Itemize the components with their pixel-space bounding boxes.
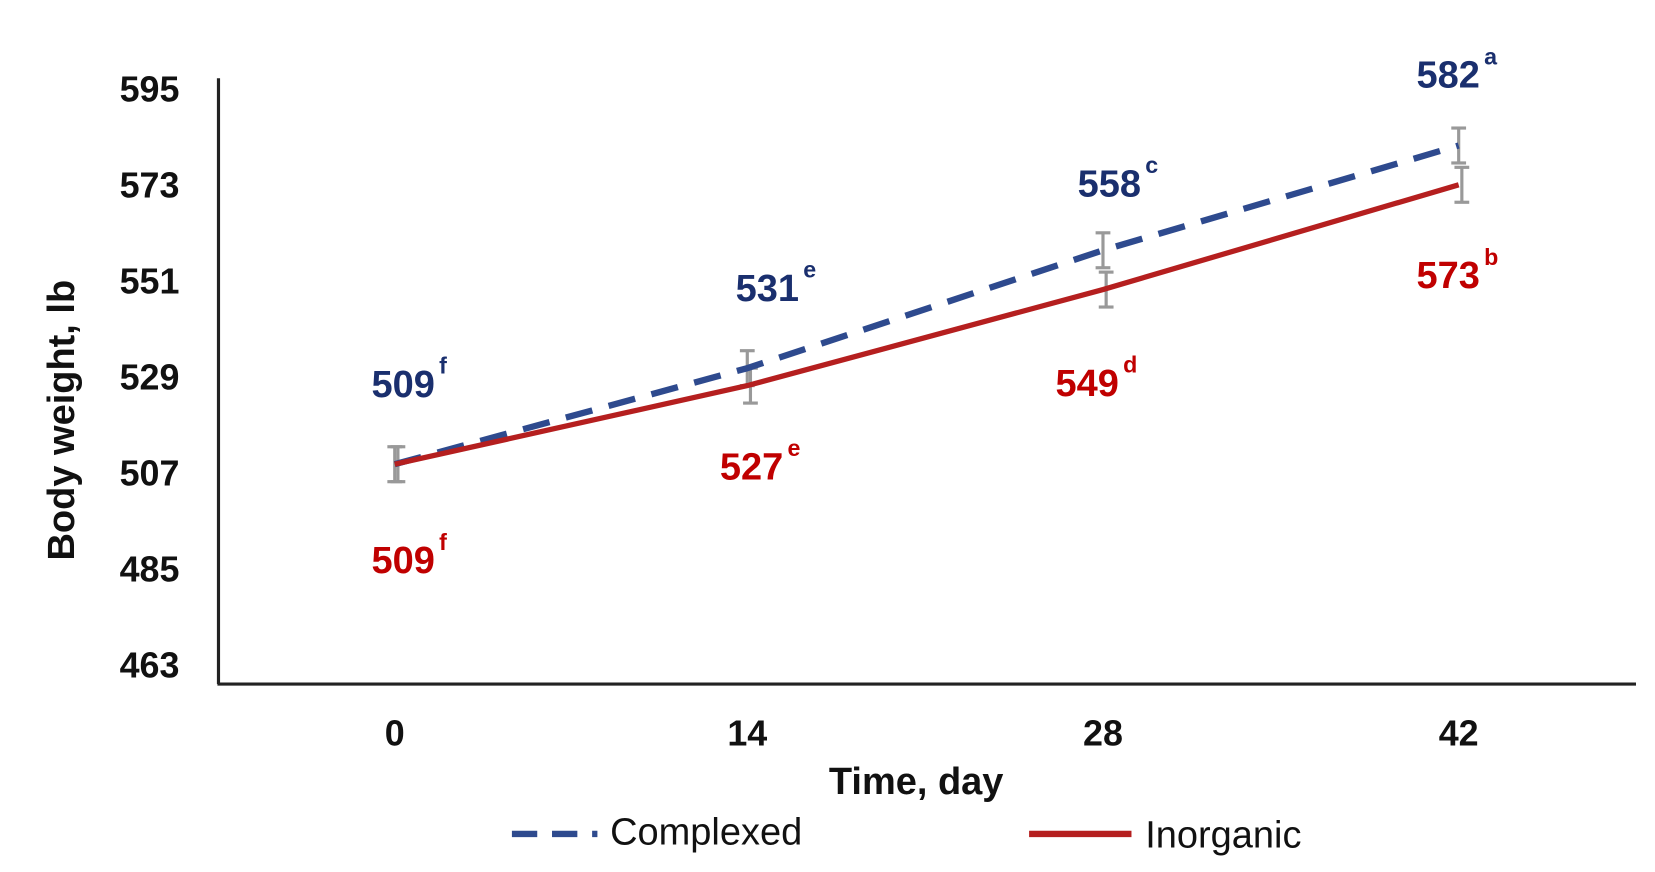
y-tick-label: 595 [120, 69, 180, 109]
data-label-letter: f [439, 353, 447, 379]
data-label: 509 f [372, 353, 448, 406]
data-label: 509 f [372, 529, 448, 582]
data-label-value: 509 [372, 540, 435, 582]
data-label-letter: e [803, 257, 816, 283]
data-label-value: 509 [372, 364, 435, 406]
data-label-value: 558 [1078, 163, 1141, 205]
data-label-letter: a [1484, 43, 1498, 69]
series-lines [393, 142, 1460, 468]
data-label-letter: f [439, 529, 447, 555]
x-tick-label: 28 [1083, 713, 1123, 753]
y-tick-label: 485 [120, 550, 180, 590]
x-tick-label: 0 [385, 713, 405, 753]
data-label: 582 a [1416, 43, 1498, 96]
legend-label-inorganic: Inorganic [1145, 815, 1301, 857]
data-label-letter: c [1145, 152, 1158, 178]
y-tick-label: 507 [120, 454, 180, 494]
y-tick-labels: 463 485 507 529 551 573 595 [120, 69, 180, 685]
series-line-inorganic [394, 182, 1460, 467]
x-axis-title: Time, day [829, 761, 1004, 803]
data-label: 527 e [720, 435, 801, 488]
data-label: 573 b [1416, 244, 1498, 297]
data-label-letter: d [1123, 352, 1137, 378]
data-label-value: 527 [720, 446, 783, 488]
y-tick-label: 551 [120, 262, 180, 302]
x-tick-label: 14 [727, 713, 767, 753]
y-tick-label: 529 [120, 358, 180, 398]
error-bar [1454, 165, 1470, 204]
data-label-value: 549 [1055, 363, 1118, 405]
data-label-letter: e [787, 435, 800, 461]
legend: Complexed Inorganic [511, 811, 1301, 857]
data-label: 558 c [1078, 152, 1159, 205]
x-tick-label: 42 [1439, 713, 1479, 753]
data-label-letter: b [1484, 244, 1498, 270]
y-axis-title: Body weight, lb [41, 280, 83, 561]
data-label-value: 531 [736, 268, 799, 310]
data-label-value: 573 [1416, 255, 1479, 297]
series-line-complexed [393, 142, 1460, 468]
data-label: 549 d [1055, 352, 1137, 405]
x-tick-labels: 0 14 28 42 [385, 713, 1479, 753]
data-label-value: 582 [1416, 55, 1479, 97]
error-bar [1451, 126, 1467, 165]
y-tick-label: 573 [120, 165, 180, 205]
data-label: 531 e [736, 257, 817, 310]
error-bar [1095, 231, 1111, 270]
y-tick-label: 463 [120, 646, 180, 686]
legend-label-complexed: Complexed [610, 811, 802, 853]
